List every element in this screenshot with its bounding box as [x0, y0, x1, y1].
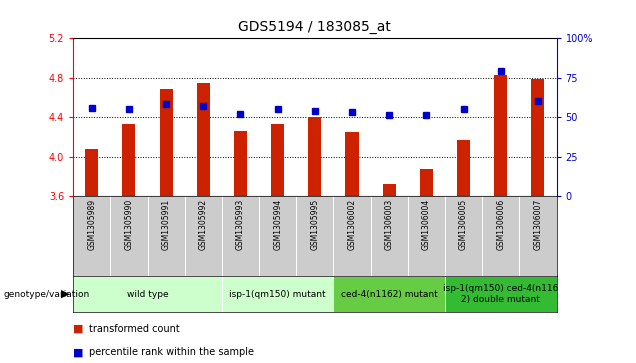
Text: GSM1305994: GSM1305994 [273, 199, 282, 250]
Text: GSM1305992: GSM1305992 [199, 199, 208, 250]
Text: GSM1306004: GSM1306004 [422, 199, 431, 250]
Text: GSM1305995: GSM1305995 [310, 199, 319, 250]
Bar [197, 82, 210, 196]
Text: GDS5194 / 183085_at: GDS5194 / 183085_at [238, 20, 391, 34]
Bar [122, 124, 135, 196]
Bar [308, 117, 321, 196]
Text: GSM1305991: GSM1305991 [162, 199, 170, 250]
Text: GSM1306003: GSM1306003 [385, 199, 394, 250]
Bar [333, 276, 445, 312]
Text: isp-1(qm150) ced-4(n116
2) double mutant: isp-1(qm150) ced-4(n116 2) double mutant [443, 284, 558, 304]
Text: ■: ■ [73, 347, 84, 357]
Text: GSM1306005: GSM1306005 [459, 199, 468, 250]
Text: percentile rank within the sample: percentile rank within the sample [89, 347, 254, 357]
Bar [420, 170, 433, 196]
Bar [271, 124, 284, 196]
Bar [532, 78, 544, 196]
Text: ▶: ▶ [62, 289, 70, 299]
Text: genotype/variation: genotype/variation [3, 290, 90, 298]
Bar [494, 75, 508, 196]
Bar [445, 276, 556, 312]
Text: isp-1(qm150) mutant: isp-1(qm150) mutant [230, 290, 326, 298]
Text: GSM1306007: GSM1306007 [534, 199, 543, 250]
Text: GSM1305993: GSM1305993 [236, 199, 245, 250]
Bar [85, 149, 98, 196]
Text: ■: ■ [73, 324, 84, 334]
Text: GSM1306006: GSM1306006 [496, 199, 505, 250]
Text: GSM1305990: GSM1305990 [125, 199, 134, 250]
Text: wild type: wild type [127, 290, 169, 298]
Text: GSM1305989: GSM1305989 [87, 199, 96, 250]
Text: GSM1306002: GSM1306002 [347, 199, 357, 250]
Text: ced-4(n1162) mutant: ced-4(n1162) mutant [341, 290, 438, 298]
Bar [457, 140, 470, 196]
Bar [383, 184, 396, 196]
Bar [222, 276, 333, 312]
Bar [160, 89, 172, 196]
Bar [234, 131, 247, 196]
Text: transformed count: transformed count [89, 324, 180, 334]
Bar [73, 276, 222, 312]
Bar [345, 132, 359, 196]
